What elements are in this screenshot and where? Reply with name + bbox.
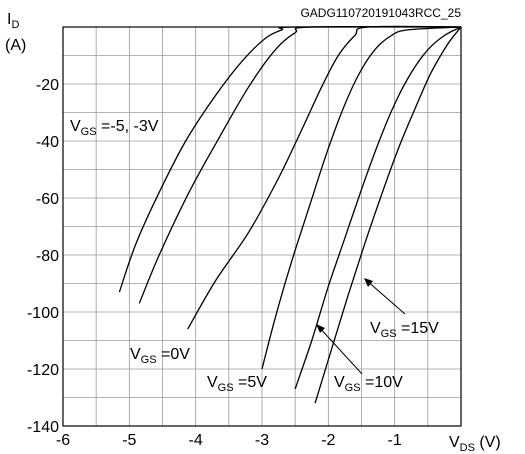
x-tick-label: -5 xyxy=(122,432,136,449)
plot-frame xyxy=(62,26,462,427)
x-tick-labels: -6 -5 -4 -3 -2 -1 xyxy=(56,432,402,449)
arrow-vgs-10v xyxy=(316,324,363,375)
y-tick-label: -20 xyxy=(36,77,59,94)
x-tick-label: -1 xyxy=(388,432,402,449)
x-tick-label: -4 xyxy=(189,432,203,449)
label-vgs-10v: VGS =10V xyxy=(334,374,403,394)
y-tick-label: -140 xyxy=(27,419,59,436)
y-tick-label: -40 xyxy=(36,134,59,151)
series-curves xyxy=(118,25,462,404)
arrow-vgs-15v xyxy=(364,278,406,315)
y-tick-label: -100 xyxy=(27,305,59,322)
series-curve-vgs-5v xyxy=(261,26,462,370)
figure-code: GADG110720191043RCC_25 xyxy=(300,6,461,20)
series-curve-vgs-15v xyxy=(314,26,462,404)
x-tick-label: -6 xyxy=(56,432,70,449)
y-tick-label: -80 xyxy=(36,248,59,265)
series-curve-vgs-3v xyxy=(138,25,462,304)
series-curve-vgs-10v xyxy=(294,26,462,390)
series-curve-vgs-5v xyxy=(118,26,462,293)
y-axis-symbol: ID xyxy=(7,11,19,31)
grid-lines xyxy=(63,27,461,426)
label-vgs-minus5-minus3: VGS =-5, -3V xyxy=(70,118,159,138)
label-vgs-15v: VGS =15V xyxy=(370,320,439,340)
y-tick-label: -120 xyxy=(27,362,59,379)
y-axis-unit: (A) xyxy=(5,37,26,54)
x-tick-label: -2 xyxy=(321,432,335,449)
x-axis-title: VDS (V) xyxy=(449,434,501,454)
y-tick-label: -60 xyxy=(36,191,59,208)
y-tick-labels: -20 -40 -60 -80 -100 -120 -140 xyxy=(27,77,59,436)
label-vgs-5v: VGS =5V xyxy=(207,374,267,394)
series-curve-vgs-0v xyxy=(187,25,462,330)
x-tick-label: -3 xyxy=(255,432,269,449)
label-vgs-0v: VGS =0V xyxy=(130,346,190,366)
